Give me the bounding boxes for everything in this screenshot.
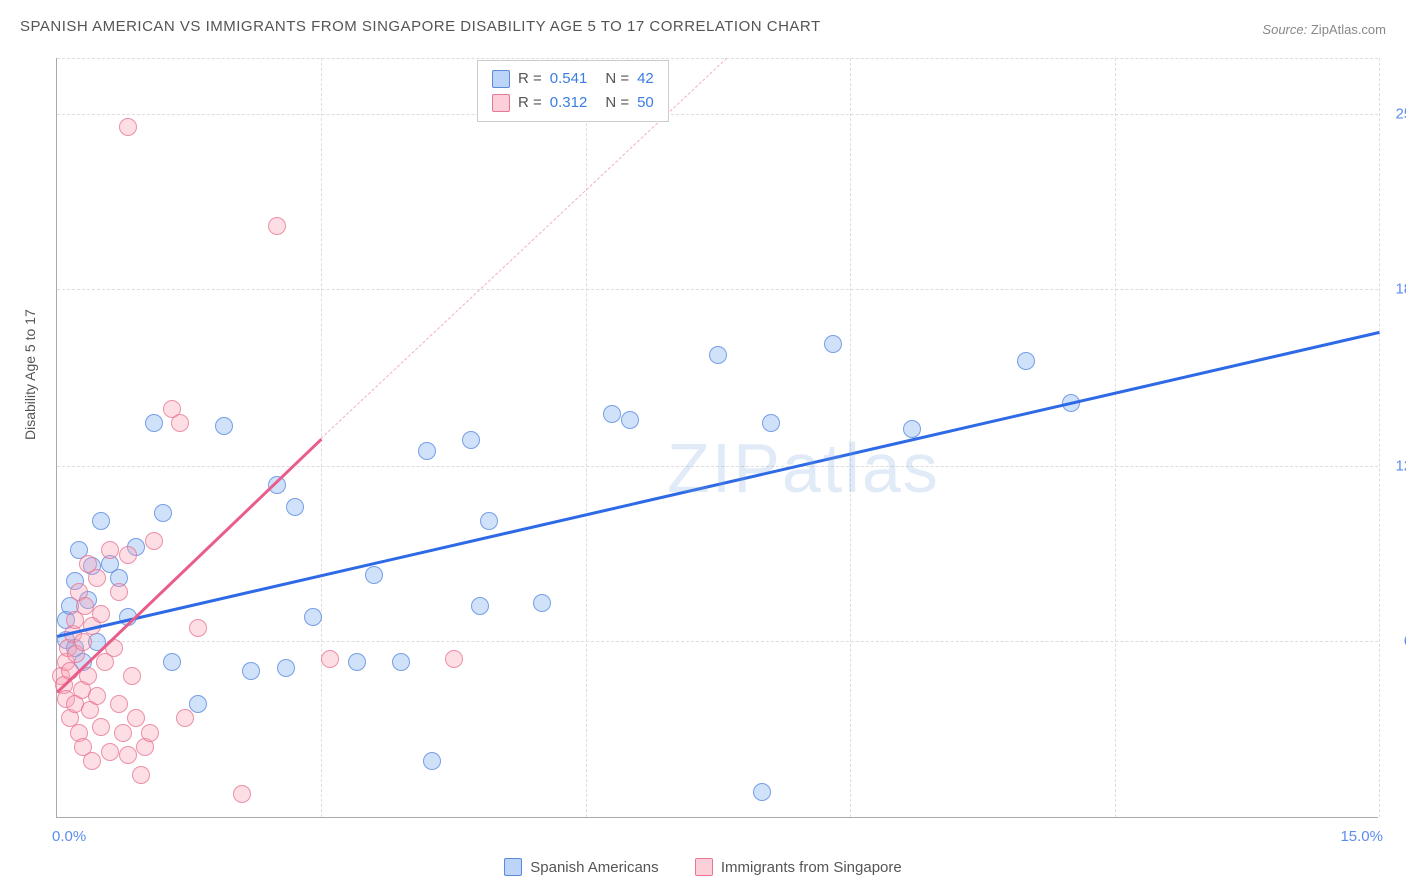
data-point-b — [321, 650, 339, 668]
data-point-b — [88, 687, 106, 705]
data-point-a — [533, 594, 551, 612]
legend-r-b: 0.312 — [550, 91, 588, 115]
data-point-b — [132, 766, 150, 784]
data-point-a — [286, 498, 304, 516]
y-tick-label: 18.8% — [1383, 280, 1406, 297]
grid-line-v — [586, 58, 587, 817]
data-point-a — [423, 752, 441, 770]
data-point-b — [83, 752, 101, 770]
swatch-a-icon — [504, 858, 522, 876]
grid-line-h — [57, 58, 1378, 59]
data-point-b — [110, 695, 128, 713]
data-point-b — [127, 709, 145, 727]
legend-n-b: 50 — [637, 91, 654, 115]
grid-line-v — [1379, 58, 1380, 817]
legend-item-b: Immigrants from Singapore — [695, 858, 902, 876]
data-point-b — [176, 709, 194, 727]
data-point-b — [119, 746, 137, 764]
grid-line-h — [57, 289, 1378, 290]
data-point-b — [119, 546, 137, 564]
data-point-a — [392, 653, 410, 671]
data-point-a — [189, 695, 207, 713]
plot-area: ZIPatlas R = 0.541 N = 42 R = 0.312 N = … — [56, 58, 1378, 818]
data-point-b — [74, 633, 92, 651]
data-point-b — [110, 583, 128, 601]
x-tick-max: 15.0% — [1340, 828, 1383, 845]
y-tick-label: 12.5% — [1383, 458, 1406, 475]
data-point-b — [88, 569, 106, 587]
legend-r-a: 0.541 — [550, 67, 588, 91]
data-point-a — [215, 417, 233, 435]
data-point-a — [365, 566, 383, 584]
data-point-b — [145, 532, 163, 550]
data-point-a — [163, 653, 181, 671]
legend-label-b: Immigrants from Singapore — [721, 859, 902, 876]
source-value: ZipAtlas.com — [1311, 22, 1386, 37]
chart-title: SPANISH AMERICAN VS IMMIGRANTS FROM SING… — [20, 18, 821, 35]
data-point-a — [145, 414, 163, 432]
legend-n-label: N = — [605, 67, 629, 91]
data-point-a — [753, 783, 771, 801]
data-point-a — [824, 335, 842, 353]
y-tick-label: 6.3% — [1383, 632, 1406, 649]
legend-r-label: R = — [518, 67, 542, 91]
data-point-b — [92, 718, 110, 736]
grid-line-h — [57, 114, 1378, 115]
data-point-b — [119, 118, 137, 136]
data-point-b — [114, 724, 132, 742]
swatch-b-icon — [492, 94, 510, 112]
data-point-a — [462, 431, 480, 449]
data-point-a — [1017, 352, 1035, 370]
legend-stats: R = 0.541 N = 42 R = 0.312 N = 50 — [477, 60, 669, 122]
data-point-b — [92, 605, 110, 623]
legend-n-a: 42 — [637, 67, 654, 91]
data-point-b — [171, 414, 189, 432]
legend-stats-row-a: R = 0.541 N = 42 — [492, 67, 654, 91]
swatch-a-icon — [492, 70, 510, 88]
data-point-b — [141, 724, 159, 742]
source-label: Source: — [1262, 22, 1307, 37]
swatch-b-icon — [695, 858, 713, 876]
legend-series: Spanish Americans Immigrants from Singap… — [0, 858, 1406, 880]
chart-source: Source: ZipAtlas.com — [1262, 22, 1386, 37]
legend-item-a: Spanish Americans — [504, 858, 658, 876]
data-point-a — [471, 597, 489, 615]
data-point-a — [92, 512, 110, 530]
grid-line-v — [1115, 58, 1116, 817]
data-point-a — [418, 442, 436, 460]
legend-r-label: R = — [518, 91, 542, 115]
data-point-b — [101, 743, 119, 761]
data-point-a — [480, 512, 498, 530]
y-tick-label: 25.0% — [1383, 106, 1406, 123]
y-axis-label: Disability Age 5 to 17 — [22, 309, 38, 440]
data-point-b — [189, 619, 207, 637]
legend-stats-row-b: R = 0.312 N = 50 — [492, 91, 654, 115]
data-point-b — [123, 667, 141, 685]
data-point-a — [154, 504, 172, 522]
data-point-a — [348, 653, 366, 671]
data-point-a — [621, 411, 639, 429]
data-point-b — [445, 650, 463, 668]
data-point-b — [101, 541, 119, 559]
data-point-a — [304, 608, 322, 626]
watermark: ZIPatlas — [667, 428, 940, 508]
data-point-b — [233, 785, 251, 803]
data-point-b — [268, 217, 286, 235]
x-tick-min: 0.0% — [52, 828, 86, 845]
data-point-a — [242, 662, 260, 680]
data-point-a — [709, 346, 727, 364]
data-point-a — [277, 659, 295, 677]
legend-n-label: N = — [605, 91, 629, 115]
data-point-a — [603, 405, 621, 423]
grid-line-h — [57, 641, 1378, 642]
legend-label-a: Spanish Americans — [530, 859, 658, 876]
